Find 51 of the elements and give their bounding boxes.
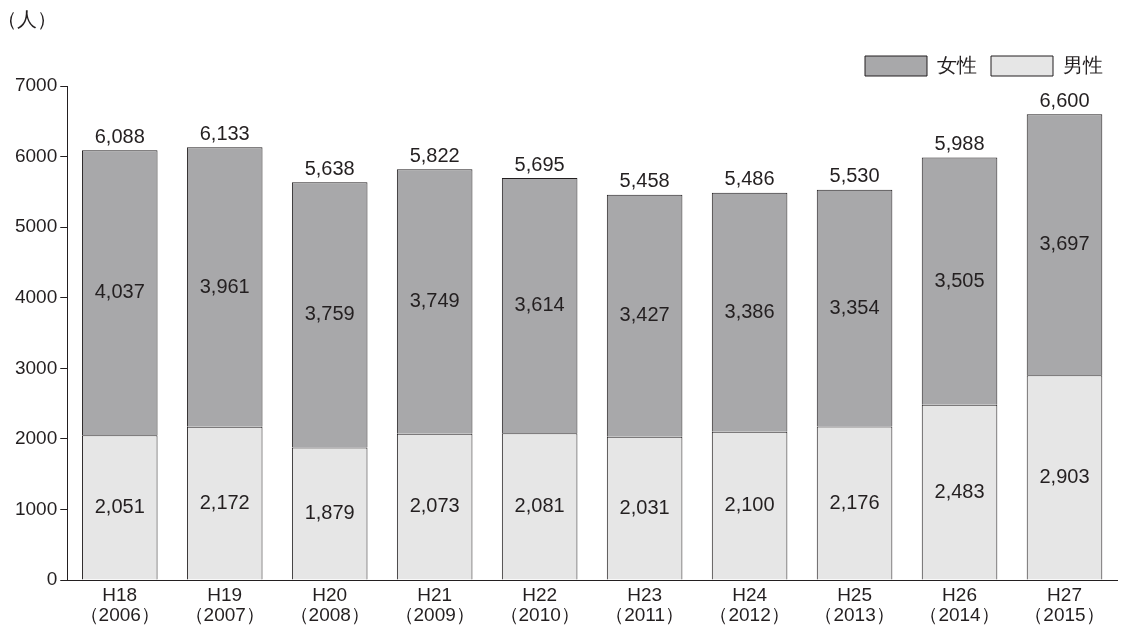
data-label: 3,697 [1039,232,1090,255]
data-label: 3,354 [829,295,880,318]
x-tick-label: H23 （2011） [605,584,685,626]
data-label: 3,614 [514,293,565,316]
legend-label: 女性 [937,53,977,76]
x-tick-label: H21 （2009） [394,584,475,626]
data-label: 2,903 [1039,464,1090,487]
total-label: 5,695 [514,152,565,175]
data-label: 3,759 [304,302,355,325]
data-label: 3,961 [199,274,250,297]
total-label: 5,822 [409,143,460,166]
data-label: 2,483 [934,479,985,502]
x-tick-label: H26 （2014） [919,584,1000,626]
data-label: 2,073 [409,494,460,517]
data-label: 3,427 [619,303,670,326]
x-tick-label: H27 （2015） [1024,584,1105,626]
data-label: 3,386 [724,299,775,322]
y-tick-label: 1000 [14,497,58,519]
x-tick-label: H18 （2006） [79,584,160,626]
x-tick-label: H19 （2007） [184,584,265,626]
total-label: 6,133 [199,121,250,144]
total-label: 5,530 [829,164,880,187]
data-label: 3,749 [409,288,460,311]
x-tick-label: H25 （2013） [814,584,895,626]
x-tick-label: H24 （2012） [709,584,790,626]
data-label: 2,176 [829,490,880,513]
y-tick-label: 0 [46,568,58,590]
total-label: 6,600 [1039,88,1090,111]
x-tick-label: H22 （2010） [499,584,580,626]
total-label: 5,486 [724,167,775,190]
y-tick-label: 6000 [14,144,58,166]
data-label: 2,051 [94,494,145,517]
total-label: 6,088 [94,124,145,147]
data-label: 4,037 [94,280,145,303]
y-tick-label: 4000 [14,285,58,307]
total-label: 5,638 [304,156,355,179]
y-tick-label: 2000 [14,427,58,449]
legend-label: 男性 [1063,53,1103,76]
y-tick-label: 5000 [14,215,58,237]
data-label: 2,081 [514,493,565,516]
data-label: 1,879 [304,501,355,524]
data-label: 3,505 [934,268,985,291]
data-label: 2,172 [199,490,250,513]
x-tick-label: H20 （2008） [289,584,370,626]
data-label: 2,100 [724,493,775,516]
y-axis-title: （人） [0,7,58,30]
total-label: 5,988 [934,131,985,154]
y-tick-label: 7000 [14,74,58,96]
total-label: 5,458 [619,169,670,192]
y-tick-label: 3000 [14,356,58,378]
data-label: 2,031 [619,495,670,518]
